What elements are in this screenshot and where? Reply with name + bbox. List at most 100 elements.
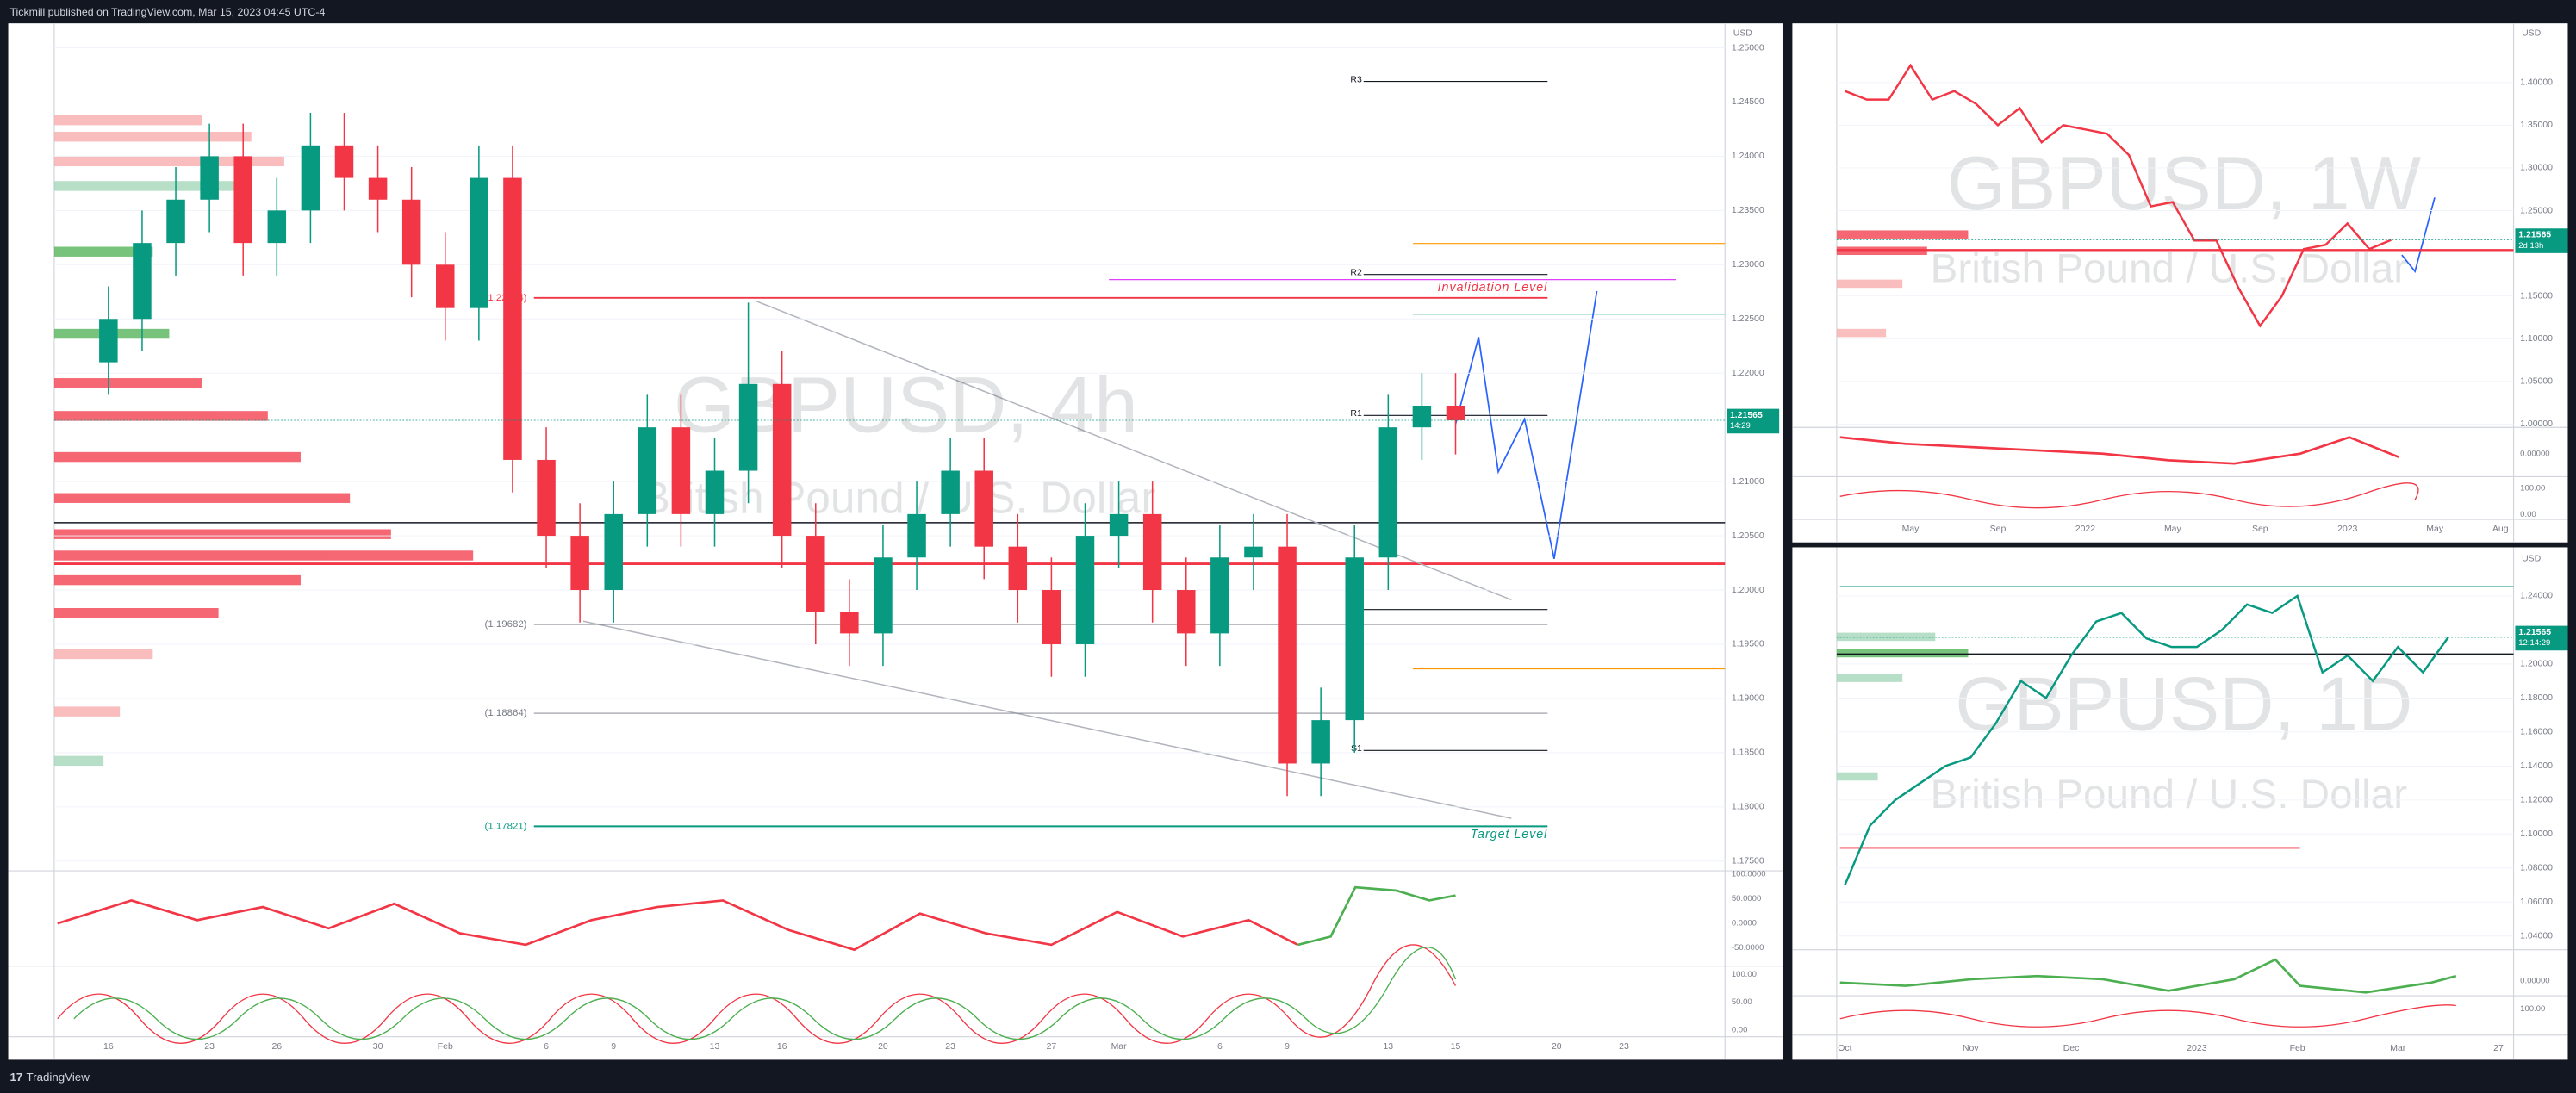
last-price-label: 1.21565	[2518, 628, 2551, 637]
x-tick-label: 23	[204, 1042, 215, 1052]
watermark-subtitle: British Pound / U.S. Dollar	[1931, 772, 2408, 817]
watermark-subtitle: British Pound / U.S. Dollar	[1931, 246, 2408, 292]
x-tick-label: Feb	[438, 1042, 453, 1052]
candle-body	[401, 199, 421, 265]
y-tick-label: 1.25000	[1732, 43, 1764, 53]
candle-body	[1109, 513, 1129, 537]
footer-logo-mark: 17	[9, 1071, 22, 1084]
x-tick-label: 16	[103, 1042, 114, 1052]
y-tick-label: 1.30000	[2520, 164, 2553, 173]
candle-body	[638, 427, 657, 514]
watermark-title: GBPUSD, 1W	[1947, 141, 2422, 226]
countdown: 12:14:29	[2518, 638, 2550, 648]
price-line	[1844, 63, 2392, 328]
y-tick-label: 1.10000	[2520, 829, 2553, 839]
pivot-label: S1	[1351, 744, 1362, 754]
candle-body	[705, 470, 725, 514]
candle-body	[806, 536, 825, 612]
x-tick-label: 15	[1451, 1042, 1461, 1052]
watermark-title: GBPUSD, 1D	[1955, 661, 2412, 746]
indicator-label: 100.00	[2520, 1004, 2545, 1014]
x-tick-label: 9	[1285, 1042, 1290, 1052]
x-tick-label: 13	[1383, 1042, 1393, 1052]
indicator-label: 100.00	[2520, 483, 2545, 493]
candle-body	[772, 383, 792, 537]
indicator-label: 100.00	[1732, 970, 1757, 979]
candle-body	[604, 513, 623, 591]
x-tick-label: Feb	[2290, 1044, 2305, 1053]
y-tick-label: 1.10000	[2520, 334, 2553, 344]
candle-body	[368, 177, 388, 200]
indicator-label: 50.00	[1732, 997, 1752, 1007]
x-tick-label: Aug	[2492, 525, 2509, 534]
y-tick-label: 1.04000	[2520, 931, 2553, 941]
separators	[8, 23, 2568, 1060]
last-price-badge	[2515, 228, 2568, 253]
y-tick-label: 1.17500	[1732, 857, 1764, 866]
x-tick-label: 27	[1047, 1042, 1057, 1052]
candle-body	[1244, 546, 1263, 558]
candle-body	[1278, 546, 1297, 764]
x-tick-label: May	[2164, 525, 2182, 534]
last-price-label: 1.21565	[1730, 411, 1763, 420]
footer-bar	[0, 1065, 2576, 1093]
candle-body	[1142, 513, 1162, 591]
publisher: Tickmill published on TradingView.com, M…	[9, 6, 325, 18]
candle-body	[671, 427, 691, 514]
y-tick-label: 1.18000	[1732, 803, 1764, 812]
y-tick-label: 1.06000	[2520, 897, 2553, 907]
pivot-label: R3	[1350, 75, 1362, 84]
y-tick-label: 1.05000	[2520, 377, 2553, 387]
countdown: 2d 13h	[2518, 241, 2543, 251]
candle-body	[874, 557, 893, 634]
candle-body	[133, 243, 152, 320]
indicator-label: 0.00000	[2520, 976, 2549, 985]
last-price-badge	[1727, 408, 1780, 434]
candle-body	[166, 199, 185, 244]
candle-body	[1008, 546, 1028, 591]
y-tick-label: 1.24500	[1732, 97, 1764, 107]
y-tick-label: 1.40000	[2520, 78, 2553, 88]
indicator-label: 100.0000	[1732, 869, 1766, 879]
candle-body	[200, 156, 219, 200]
y-tick-label: 1.22500	[1732, 314, 1764, 324]
y-tick-label: 1.15000	[2520, 291, 2553, 301]
x-tick-label: 16	[777, 1042, 787, 1052]
candle-body	[1378, 427, 1398, 558]
x-tick-label: Dec	[2063, 1044, 2080, 1053]
x-tick-label: Nov	[1963, 1044, 1979, 1053]
y-tick-label: 1.22000	[1732, 369, 1764, 378]
x-tick-label: Mar	[1111, 1042, 1128, 1052]
y-tick-label: 1.12000	[2520, 796, 2553, 805]
indicators	[57, 436, 2457, 1044]
footer-brand: TradingView	[27, 1071, 90, 1084]
candle-body	[1177, 590, 1196, 634]
indicator-label: 0.0000	[1732, 919, 1757, 928]
x-tick-label: Oct	[1838, 1044, 1851, 1053]
x-tick-label: 23	[945, 1042, 955, 1052]
y-tick-label: 1.18500	[1732, 748, 1764, 758]
candle-body	[233, 156, 252, 244]
candle-body	[537, 459, 556, 537]
annotation: Invalidation Level	[1438, 281, 1548, 295]
x-tick-label: Mar	[2390, 1044, 2406, 1053]
pivot-label: R2	[1350, 268, 1362, 277]
x-tick-label: 27	[2493, 1044, 2504, 1053]
candle-body	[738, 383, 758, 471]
currency: USD	[2522, 555, 2542, 564]
last-price-label: 1.21565	[2518, 231, 2551, 240]
candle-body	[1345, 557, 1364, 721]
watermark-subtitle: British Pound / U.S. Dollar	[641, 473, 1156, 523]
candle-body	[1311, 720, 1330, 764]
x-tick-label: 9	[611, 1042, 616, 1052]
indicator-label: 0.00	[1732, 1026, 1748, 1035]
x-tick-label: 13	[710, 1042, 720, 1052]
y-tick-label: 1.21000	[1732, 477, 1764, 487]
x-tick-label: 2023	[2337, 525, 2357, 534]
x-tick-label: 2022	[2075, 525, 2095, 534]
candle-body	[1210, 557, 1229, 634]
panel-main	[8, 23, 1783, 1060]
y-tick-label: 1.24000	[2520, 592, 2553, 601]
